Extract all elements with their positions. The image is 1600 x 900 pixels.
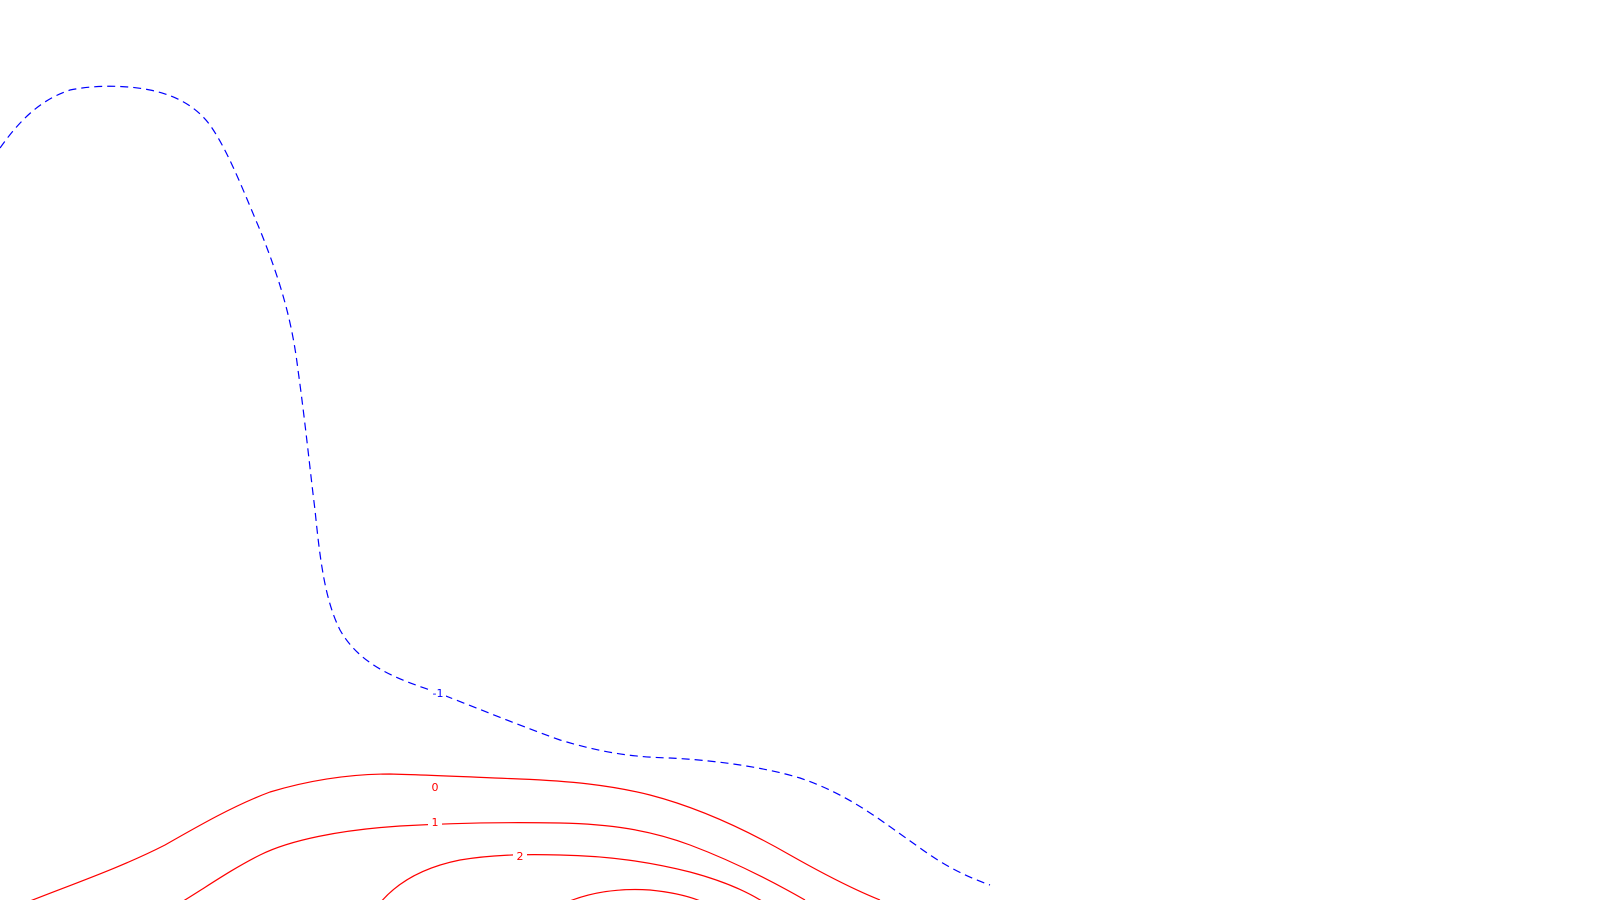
contour-line-zero (30, 773, 881, 900)
contour-line-two (381, 854, 762, 900)
contour-label-1: 1 (432, 816, 439, 829)
contour-line-inner (570, 888, 700, 900)
contour-line-one (183, 822, 806, 900)
contour-line-negative (0, 85, 991, 886)
contour-label-0: 0 (432, 781, 439, 794)
contour-label-2: 2 (517, 850, 524, 863)
contour-label-neg1: -1 (433, 687, 444, 700)
